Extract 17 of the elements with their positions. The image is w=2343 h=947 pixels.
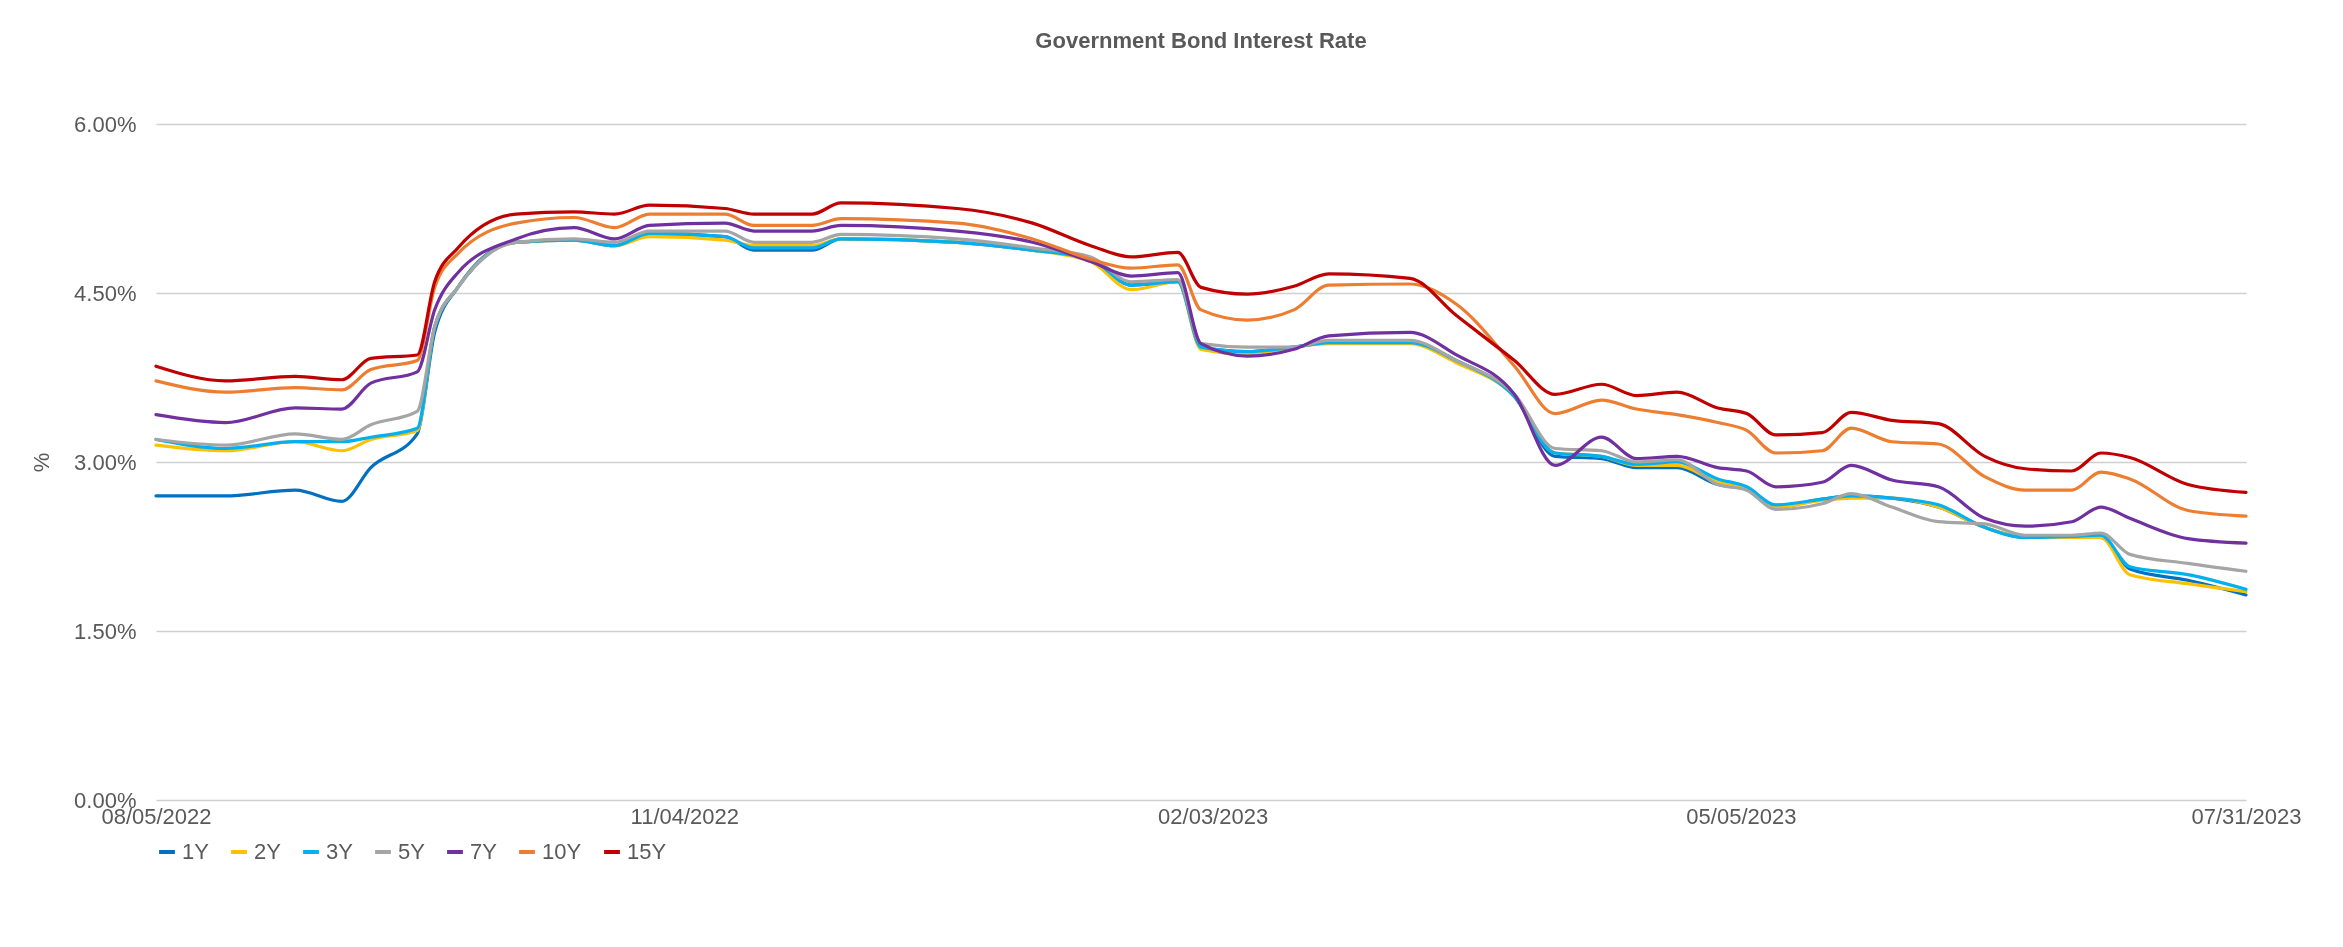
legend-label: 3Y: [326, 839, 354, 864]
x-tick-label: 02/03/2023: [1158, 803, 1269, 829]
chart-title: Government Bond Interest Rate: [1035, 28, 1367, 53]
x-tick-label: 05/05/2023: [1686, 803, 1797, 829]
legend-label: 15Y: [627, 839, 667, 864]
y-tick-label: 4.50%: [74, 280, 137, 306]
x-tick-label: 11/04/2022: [630, 803, 740, 829]
y-tick-label: 6.00%: [74, 111, 137, 137]
y-tick-label: 1.50%: [74, 618, 137, 644]
legend-label: 1Y: [182, 839, 210, 864]
legend-label: 5Y: [398, 839, 426, 864]
y-axis-title: %: [29, 452, 55, 473]
x-tick-label: 07/31/2023: [2191, 803, 2302, 829]
legend-label: 2Y: [254, 839, 282, 864]
legend-label: 7Y: [470, 839, 498, 864]
legend-label: 10Y: [542, 839, 582, 864]
y-tick-label: 3.00%: [74, 449, 137, 475]
